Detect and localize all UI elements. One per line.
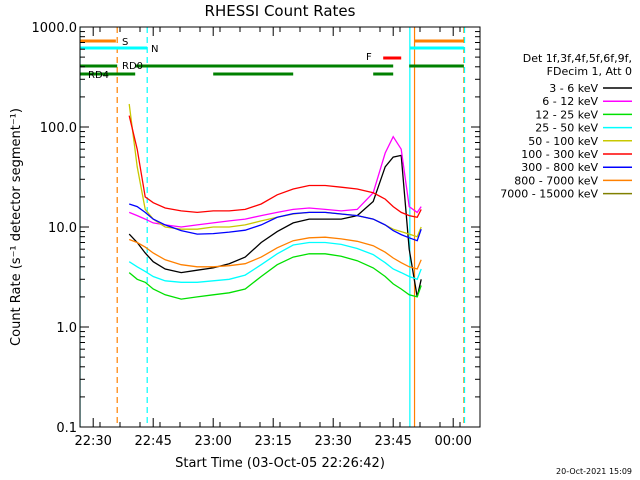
legend: Det 1f,3f,4f,5f,6f,9f, FDecim 1, Att 0 3… [500,52,632,201]
flag-label-rd0: RD0 [122,61,143,72]
legend-entry-label: 100 - 300 keV [521,148,598,161]
x-tick-label: 00:00 [434,434,471,449]
series-line-12-25-kev [128,253,422,300]
series-line-300-800-kev [128,203,422,242]
legend-entry-label: 6 - 12 keV [542,95,598,108]
legend-entry-label: 3 - 6 keV [549,82,598,95]
y-axis-label: Count Rate (s⁻¹ detector segment⁻¹) [9,108,24,346]
legend-entry-label: 12 - 25 keV [535,108,598,121]
series-line-800-7000-kev [128,236,422,270]
x-axis-label: Start Time (03-Oct-05 22:26:42) [175,456,385,471]
legend-entry-label: 50 - 100 keV [528,135,598,148]
series-line-25-50-kev [128,241,422,283]
y-tick-label: 1.0 [56,321,77,336]
series-line-3-6-kev [128,154,422,298]
timestamp: 20-Oct-2021 15:09 [556,467,632,476]
x-tick-label: 22:45 [134,434,171,449]
legend-header-line-2: FDecim 1, Att 0 [547,65,632,78]
y-tick-label: 100.0 [40,121,77,136]
x-tick-label: 23:45 [374,434,411,449]
y-tick-label: 0.1 [56,421,77,436]
series-line-100-300-kev [128,115,422,219]
legend-entry-label: 800 - 7000 keV [514,174,598,187]
x-tick-label: 23:15 [254,434,291,449]
y-tick-label: 10.0 [48,221,77,236]
x-tick-label: 23:00 [194,434,231,449]
y-tick-label: 1000.0 [32,21,78,36]
legend-header-line-1: Det 1f,3f,4f,5f,6f,9f, [523,52,632,65]
chart-title: RHESSI Count Rates [205,2,356,20]
legend-entry-label: 25 - 50 keV [535,122,598,135]
flag-label-n: N [151,44,158,55]
legend-entry-label: 300 - 800 keV [521,161,598,174]
legend-entry-label: 7000 - 15000 keV [500,188,598,201]
x-tick-label: 22:30 [74,434,111,449]
x-tick-label: 23:30 [314,434,351,449]
flag-label-s: S [122,37,128,48]
flag-label-rd4: RD4 [88,70,109,81]
flag-label-f: F [366,52,372,63]
